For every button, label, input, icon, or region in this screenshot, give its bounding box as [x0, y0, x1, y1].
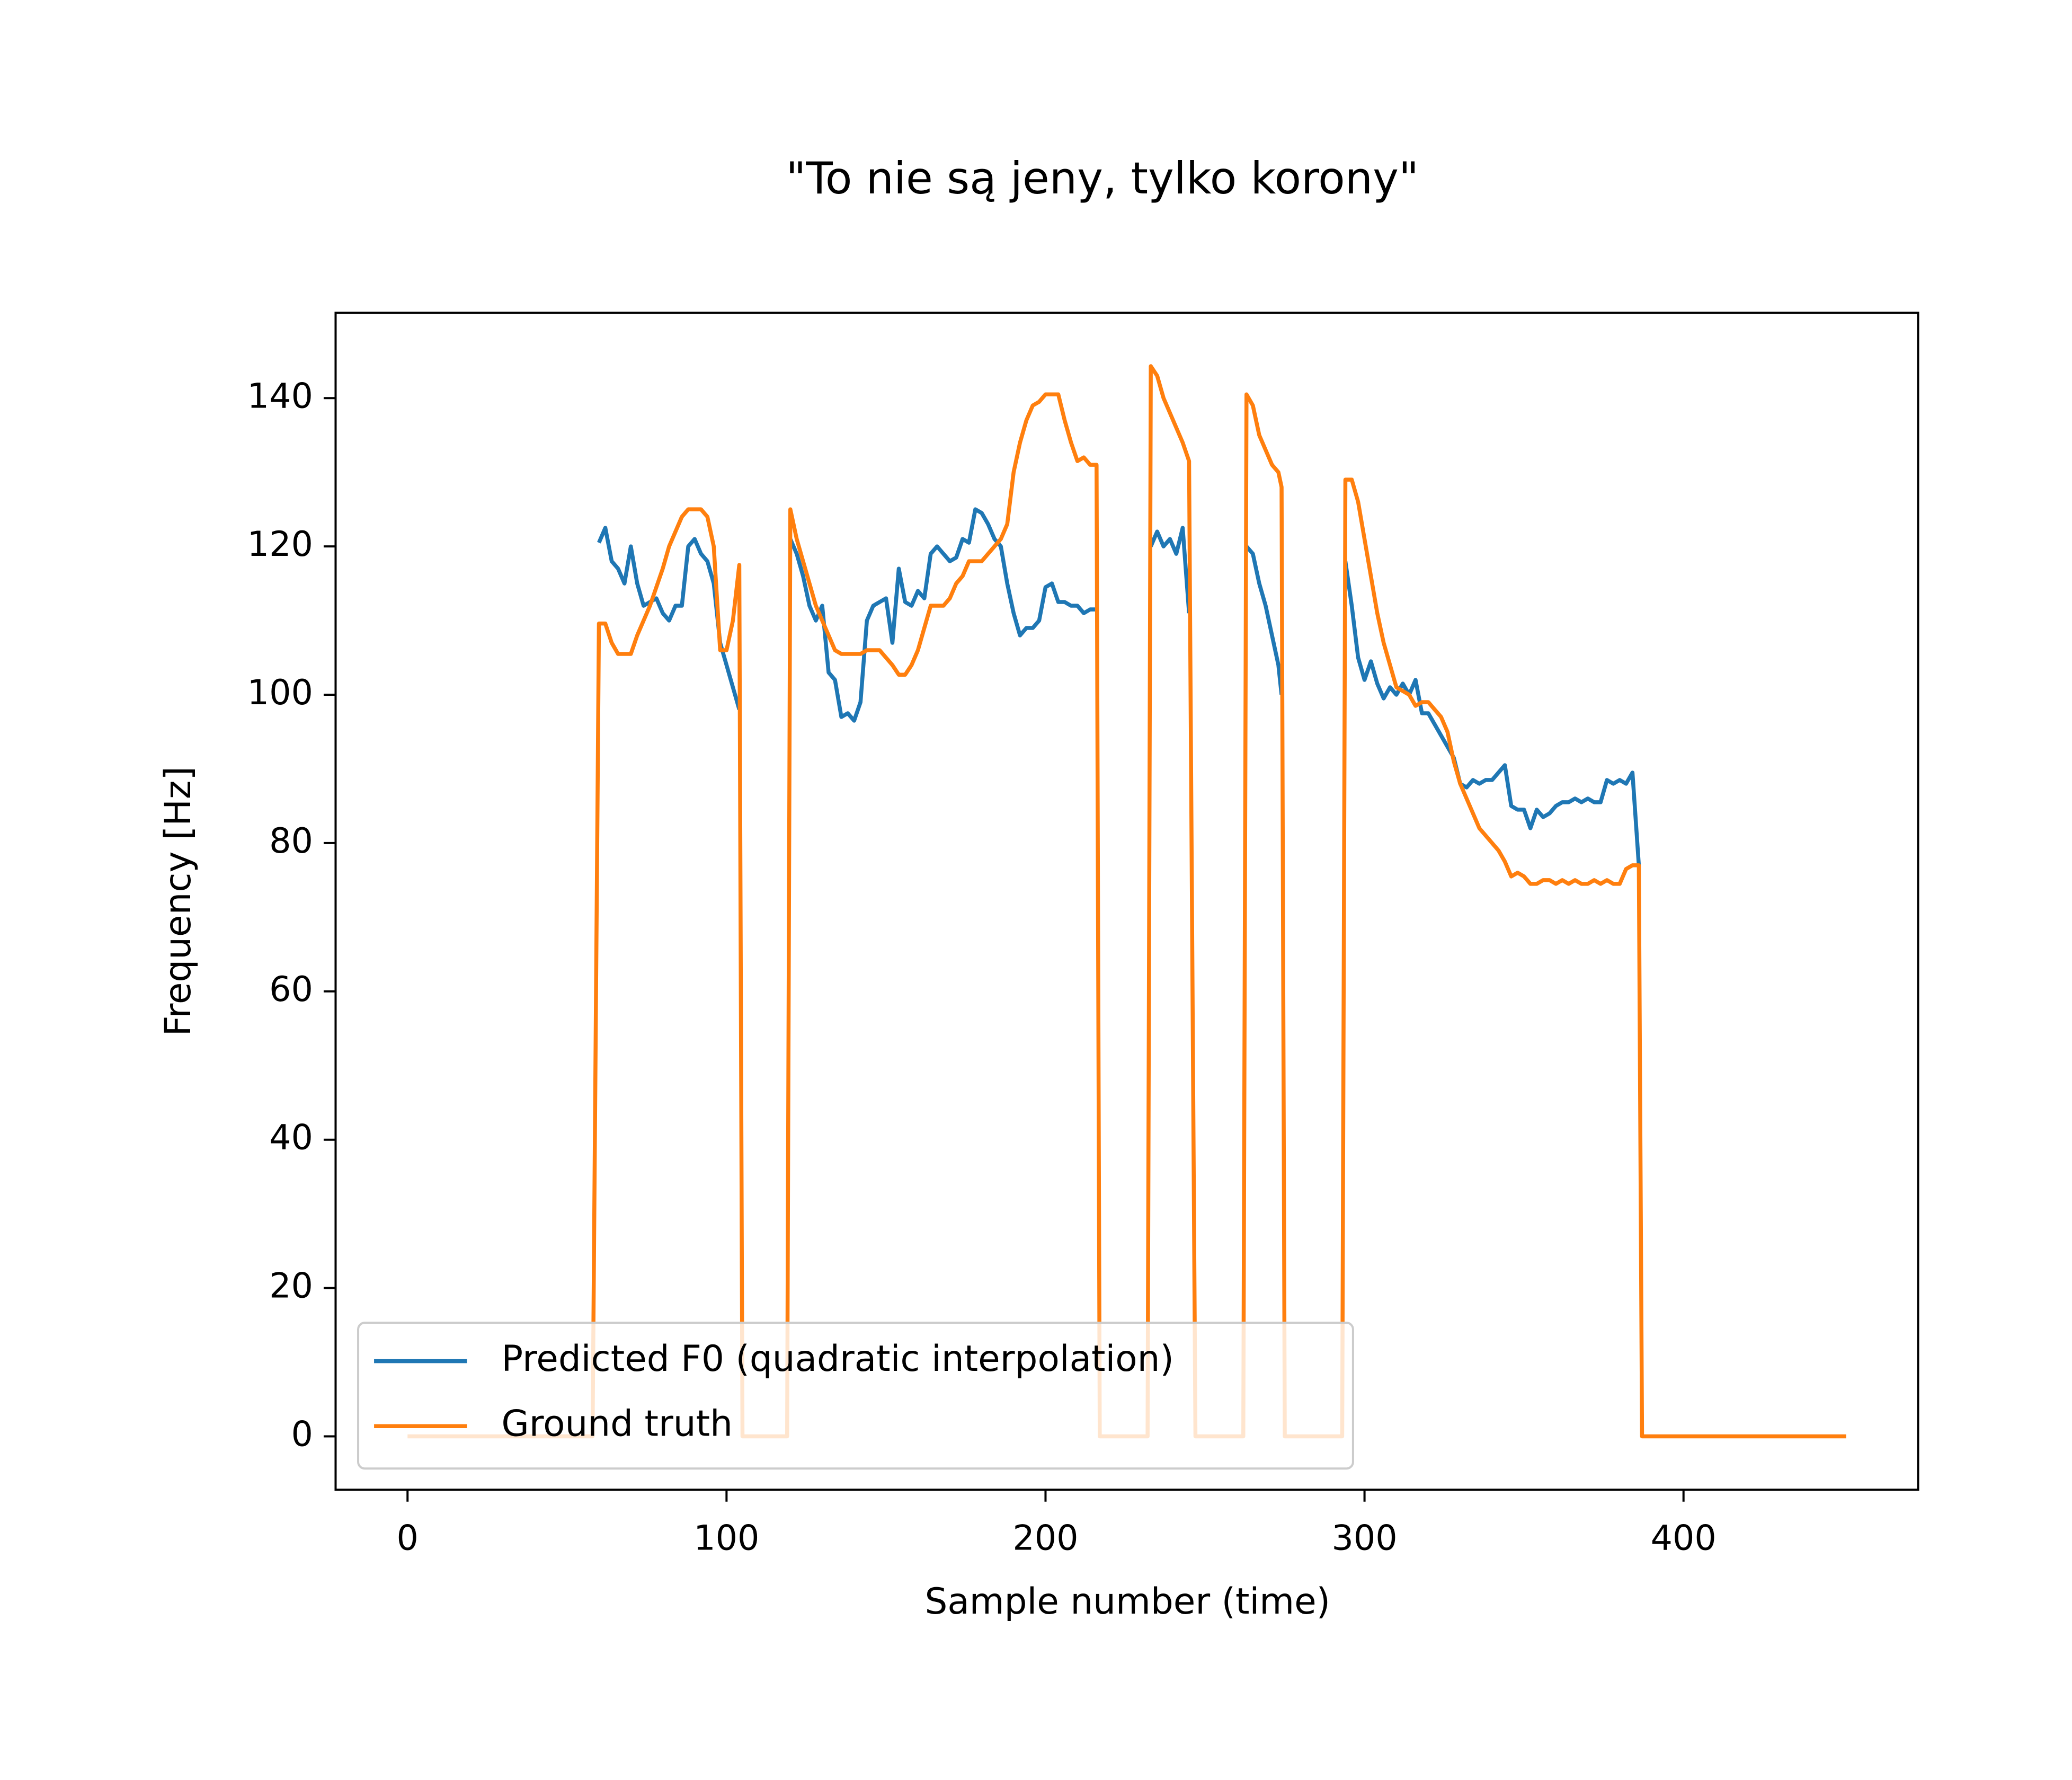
- legend-label: Ground truth: [501, 1403, 733, 1445]
- y-tick-label: 60: [269, 970, 313, 1009]
- legend-label: Predicted F0 (quadratic interpolation): [501, 1338, 1173, 1379]
- x-tick-label: 100: [693, 1518, 759, 1558]
- y-tick-label: 0: [291, 1415, 313, 1455]
- x-tick-label: 200: [1012, 1518, 1078, 1558]
- x-tick-label: 400: [1651, 1518, 1717, 1558]
- plot-frame: [334, 312, 1919, 1491]
- y-axis-label: Frequency [Hz]: [157, 766, 199, 1036]
- y-tick-label: 80: [269, 821, 313, 861]
- y-tick-label: 100: [247, 673, 313, 713]
- x-tick-label: 0: [397, 1518, 419, 1558]
- chart-title: "To nie są jeny, tylko korony": [786, 153, 1419, 204]
- data-line: [597, 507, 1641, 866]
- y-tick-label: 20: [269, 1267, 313, 1306]
- data-line: [407, 364, 1846, 1439]
- y-tick-label: 40: [269, 1118, 313, 1158]
- x-tick-label: 300: [1331, 1518, 1397, 1558]
- y-tick-label: 140: [247, 376, 313, 416]
- legend-box: [357, 1322, 1354, 1470]
- y-tick-label: 120: [247, 525, 313, 564]
- x-axis-label: Sample number (time): [924, 1580, 1330, 1622]
